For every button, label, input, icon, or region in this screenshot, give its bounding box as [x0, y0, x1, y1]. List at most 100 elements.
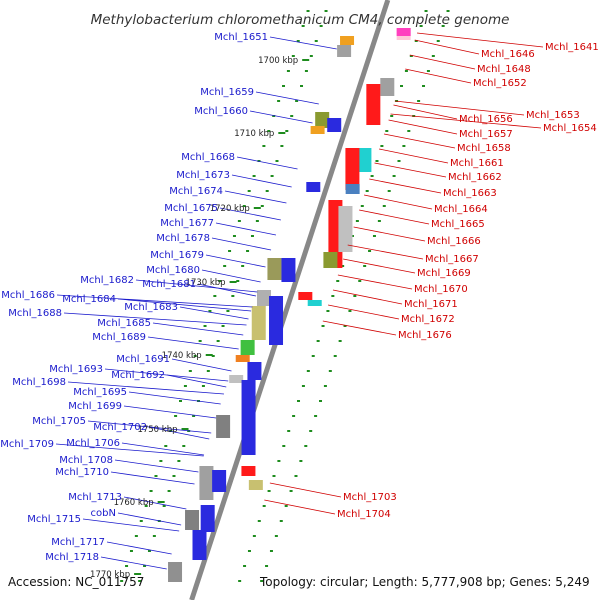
reverse-leader: [369, 178, 442, 194]
track-dot: [291, 55, 295, 57]
forward-leader: [211, 237, 272, 251]
track-dot: [331, 295, 335, 297]
forward-gene-label: Mchl_1699: [68, 401, 122, 412]
gene-block-forward: [168, 562, 183, 582]
track-dot: [326, 310, 330, 312]
track-dot: [417, 100, 421, 102]
track-dot: [319, 25, 323, 27]
forward-gene-label: Mchl_1684: [62, 294, 116, 305]
forward-leader: [197, 283, 257, 297]
scale-label: 1770 kbp: [90, 570, 130, 580]
track-dot: [231, 295, 235, 297]
track-dot: [365, 190, 369, 192]
forward-leader: [104, 368, 229, 382]
track-dot: [314, 40, 318, 42]
reverse-leader: [414, 39, 480, 55]
forward-leader: [63, 312, 247, 326]
forward-leader: [106, 541, 172, 555]
forward-leader: [236, 156, 298, 170]
track-dot: [309, 55, 313, 57]
track-dot: [282, 445, 286, 447]
reverse-leader: [405, 68, 472, 84]
track-dot: [246, 250, 250, 252]
track-dot: [267, 130, 271, 132]
reverse-leader: [359, 209, 430, 225]
track-dot: [360, 205, 364, 207]
track-dot: [120, 580, 124, 582]
reverse-leader: [394, 100, 525, 116]
track-dot: [350, 235, 354, 237]
track-dot: [236, 280, 240, 282]
track-dot: [265, 190, 269, 192]
reverse-leader: [264, 499, 336, 515]
reverse-gene-label: Mchl_1670: [414, 284, 468, 295]
gene-block-reverse: [366, 84, 381, 125]
reverse-gene-label: Mchl_1653: [526, 110, 580, 121]
reverse-leader: [393, 104, 458, 120]
track-dot: [221, 325, 225, 327]
forward-gene-label: Mchl_1705: [32, 416, 86, 427]
track-dot: [274, 535, 278, 537]
reverse-gene-label: Mchl_1656: [459, 114, 513, 125]
reverse-gene-label: Mchl_1703: [343, 492, 397, 503]
track-dot: [226, 310, 230, 312]
gene-labels: 1700 kbp 1710 kbp 1720 kbp 1730 kbp 1740 kbp…: [0, 32, 598, 580]
reverse-gene-label: Mchl_1704: [337, 509, 391, 520]
track-dot: [375, 160, 379, 162]
track-dot: [296, 40, 300, 42]
forward-gene-label: Mchl_1686: [1, 290, 55, 301]
gene-block-forward: [200, 505, 215, 532]
track-dot: [243, 565, 247, 567]
reverse-leader: [409, 54, 476, 70]
gene-block-forward: [247, 362, 262, 380]
track-dot: [414, 40, 418, 42]
forward-gene-label: Mchl_1692: [111, 370, 165, 381]
track-dot: [193, 355, 197, 357]
reverse-leader: [337, 274, 413, 290]
forward-leader: [117, 512, 182, 526]
reverse-gene-label: Mchl_1665: [431, 219, 485, 230]
reverse-gene-label: Mchl_1648: [477, 64, 531, 75]
scale-label: 1730 kbp: [186, 278, 226, 288]
forward-gene-label: Mchl_1710: [55, 467, 109, 478]
track-dot: [182, 445, 186, 447]
forward-leader: [179, 306, 249, 320]
track-dot: [301, 385, 305, 387]
track-dot: [409, 55, 413, 57]
reverse-leader: [332, 289, 403, 305]
track-dot: [323, 385, 327, 387]
reverse-gene-label: Mchl_1661: [450, 158, 504, 169]
track-dot: [232, 235, 236, 237]
track-dot: [179, 400, 183, 402]
reverse-gene-label: Mchl_1672: [401, 314, 455, 325]
gene-block-reverse: [241, 466, 256, 476]
track-dot: [167, 490, 171, 492]
track-dot: [262, 145, 266, 147]
forward-leader: [249, 110, 313, 124]
track-dot: [419, 25, 423, 27]
gene-block-reverse: [345, 184, 360, 194]
track-dot: [139, 520, 143, 522]
track-dot: [270, 175, 274, 177]
track-dot: [269, 550, 273, 552]
track-dot: [238, 580, 242, 582]
track-dot: [407, 130, 411, 132]
forward-gene-label: Mchl_1675: [164, 203, 218, 214]
reverse-leader: [390, 113, 542, 129]
track-dot: [390, 115, 394, 117]
forward-leader: [152, 322, 244, 336]
track-dot: [426, 70, 430, 72]
track-dot: [223, 265, 227, 267]
forward-gene-label: Mchl_1689: [92, 332, 146, 343]
track-dot: [208, 310, 212, 312]
forward-leader: [269, 36, 337, 50]
track-dot: [213, 295, 217, 297]
track-dot: [143, 565, 147, 567]
forward-leader: [114, 459, 199, 473]
track-dot: [294, 475, 298, 477]
forward-gene-label: Mchl_1673: [176, 170, 230, 181]
track-dot: [216, 340, 220, 342]
forward-gene-label: Mchl_1693: [49, 364, 103, 375]
reverse-leader: [383, 133, 456, 149]
reverse-leader: [363, 194, 433, 210]
